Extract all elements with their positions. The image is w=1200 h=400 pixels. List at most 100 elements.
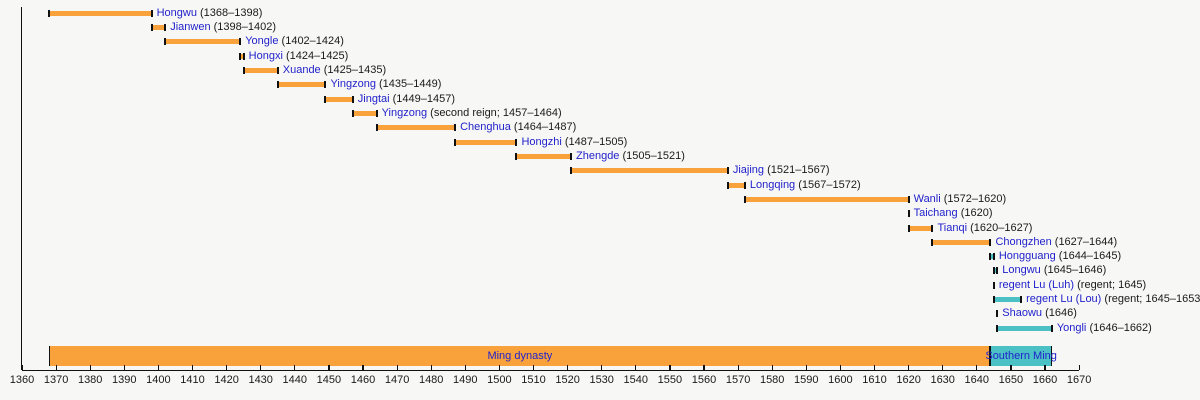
reign-label: Taichang (1620) [914, 208, 993, 219]
axis-tick-label: 1390 [112, 374, 137, 386]
reign-bar-start-cap [931, 238, 934, 246]
reign-link[interactable]: regent Lu (Lou) [1026, 293, 1102, 306]
reign-bar-end-cap [907, 195, 910, 203]
reign-link[interactable]: Tianqi [937, 221, 968, 234]
reign-link[interactable]: Hongxi [248, 49, 283, 62]
reign-link[interactable]: Xuande [282, 63, 321, 76]
reign-bar-end-cap [150, 9, 153, 17]
reign-label: Longqing (1567–1572) [749, 178, 861, 191]
axis-tick-label: 1420 [214, 374, 239, 386]
axis-tick-label: 1380 [77, 374, 103, 386]
reign-link[interactable]: Chenghua [460, 121, 511, 134]
reign-link[interactable]: Zhengde [576, 149, 620, 162]
reign-bar-start-cap [239, 52, 242, 60]
reign-link[interactable]: Yongli [1056, 321, 1087, 334]
reign-years: (1646–1662) [1086, 321, 1152, 334]
axis-tick-mark [1010, 365, 1012, 370]
reign-link[interactable]: regent Lu (Luh) [998, 278, 1075, 291]
axis-tick-label: 1640 [964, 374, 990, 386]
reign-label: Hongxi (1424–1425) [248, 49, 349, 62]
reign-years: (1368–1398) [196, 6, 263, 19]
reign-link[interactable]: Yingzong [381, 106, 428, 119]
reign-label: Jingtai (1449–1457) [357, 92, 456, 105]
reign-bar [516, 153, 571, 159]
reign-label: regent Lu (Luh) (regent; 1645) [998, 278, 1147, 291]
axis-tick-mark [601, 365, 603, 370]
reign-bar-end-cap [989, 238, 992, 246]
axis-tick-label: 1440 [282, 374, 308, 386]
axis-tick-mark [21, 365, 23, 370]
reign-link[interactable]: Hongguang [998, 250, 1056, 263]
axis-tick-label: 1450 [316, 374, 342, 386]
reign-link[interactable]: Shaowu [1002, 307, 1043, 320]
reign-bar [932, 239, 991, 245]
reign-bar [277, 82, 326, 88]
axis-tick-label: 1590 [794, 374, 819, 386]
reign-years: (1449–1457) [389, 92, 456, 105]
reign-years: (1487–1505) [561, 135, 628, 148]
era-bar [990, 346, 1052, 366]
axis-tick-label: 1460 [350, 374, 376, 386]
reign-link[interactable]: Jianwen [170, 21, 211, 34]
reign-label: Yongli (1646–1662) [1056, 321, 1152, 334]
reign-bar [727, 182, 745, 188]
axis-tick-label: 1520 [555, 374, 580, 386]
reign-link[interactable]: Jingtai [357, 92, 390, 105]
reign-years: (1464–1487) [510, 121, 577, 134]
reign-label: Shaowu (1646) [1002, 308, 1077, 319]
axis-tick-mark [123, 365, 125, 370]
reign-years: (regent; 1645) [1074, 278, 1147, 291]
reign-link[interactable]: Longwu [1002, 264, 1041, 277]
reign-bar-end-cap [239, 38, 242, 46]
axis-tick-label: 1530 [589, 374, 614, 386]
axis-tick-mark [1078, 365, 1080, 370]
axis-tick-label: 1570 [725, 374, 751, 386]
reign-years: (1425–1435) [320, 63, 387, 76]
reign-bar [243, 67, 278, 73]
axis-tick-label: 1500 [487, 374, 512, 386]
axis-tick-mark [635, 365, 637, 370]
reign-link[interactable]: Hongwu [156, 6, 197, 19]
reign-years: (1627–1644) [1051, 235, 1118, 248]
reign-years: (1620) [957, 207, 993, 220]
axis-tick-mark [362, 365, 364, 370]
reign-bar [376, 125, 456, 131]
reign-bar-start-cap [992, 296, 995, 304]
axis-tick-mark [669, 365, 671, 370]
reign-years: (1402–1424) [278, 35, 344, 48]
era-bar [49, 346, 991, 366]
reign-link[interactable]: Chongzhen [995, 235, 1052, 248]
axis-tick-label: 1410 [180, 374, 205, 386]
reign-bar-end-cap [996, 267, 999, 275]
reign-link[interactable]: Longqing [749, 178, 796, 191]
reign-bar-start-cap [351, 109, 354, 117]
axis-tick-label: 1400 [146, 374, 171, 386]
reign-bar-start-cap [164, 38, 167, 46]
axis-tick-label: 1360 [9, 374, 35, 386]
axis-tick-label: 1670 [1066, 374, 1092, 386]
reign-bar-start-cap [996, 324, 999, 332]
axis-tick-label: 1550 [657, 374, 683, 386]
axis-tick-label: 1480 [418, 374, 444, 386]
axis-tick-mark [157, 365, 160, 370]
era-label[interactable]: Ming dynasty [487, 349, 553, 362]
axis-tick-mark [55, 365, 57, 370]
axis-tick-mark [328, 365, 330, 370]
reign-link[interactable]: Jiajing [732, 164, 765, 177]
axis-tick-mark [396, 365, 398, 370]
reign-bar-end-cap [324, 81, 327, 89]
reign-bar [352, 110, 377, 116]
reign-link[interactable]: Yongle [245, 35, 279, 48]
reign-years: (1572–1620) [940, 192, 1007, 205]
reign-point-cap [992, 281, 995, 289]
reign-bar-start-cap [515, 152, 518, 160]
axis-tick-label: 1540 [623, 374, 649, 386]
reign-link[interactable]: Hongzhi [521, 135, 562, 148]
axis-tick-mark [873, 365, 876, 370]
reign-label: Yingzong (1435–1449) [330, 79, 441, 90]
era-label[interactable]: Southern Ming [985, 349, 1057, 362]
reign-link[interactable]: Taichang [913, 207, 958, 220]
reign-link[interactable]: Yingzong [330, 78, 376, 91]
reign-link[interactable]: Wanli [913, 192, 941, 205]
